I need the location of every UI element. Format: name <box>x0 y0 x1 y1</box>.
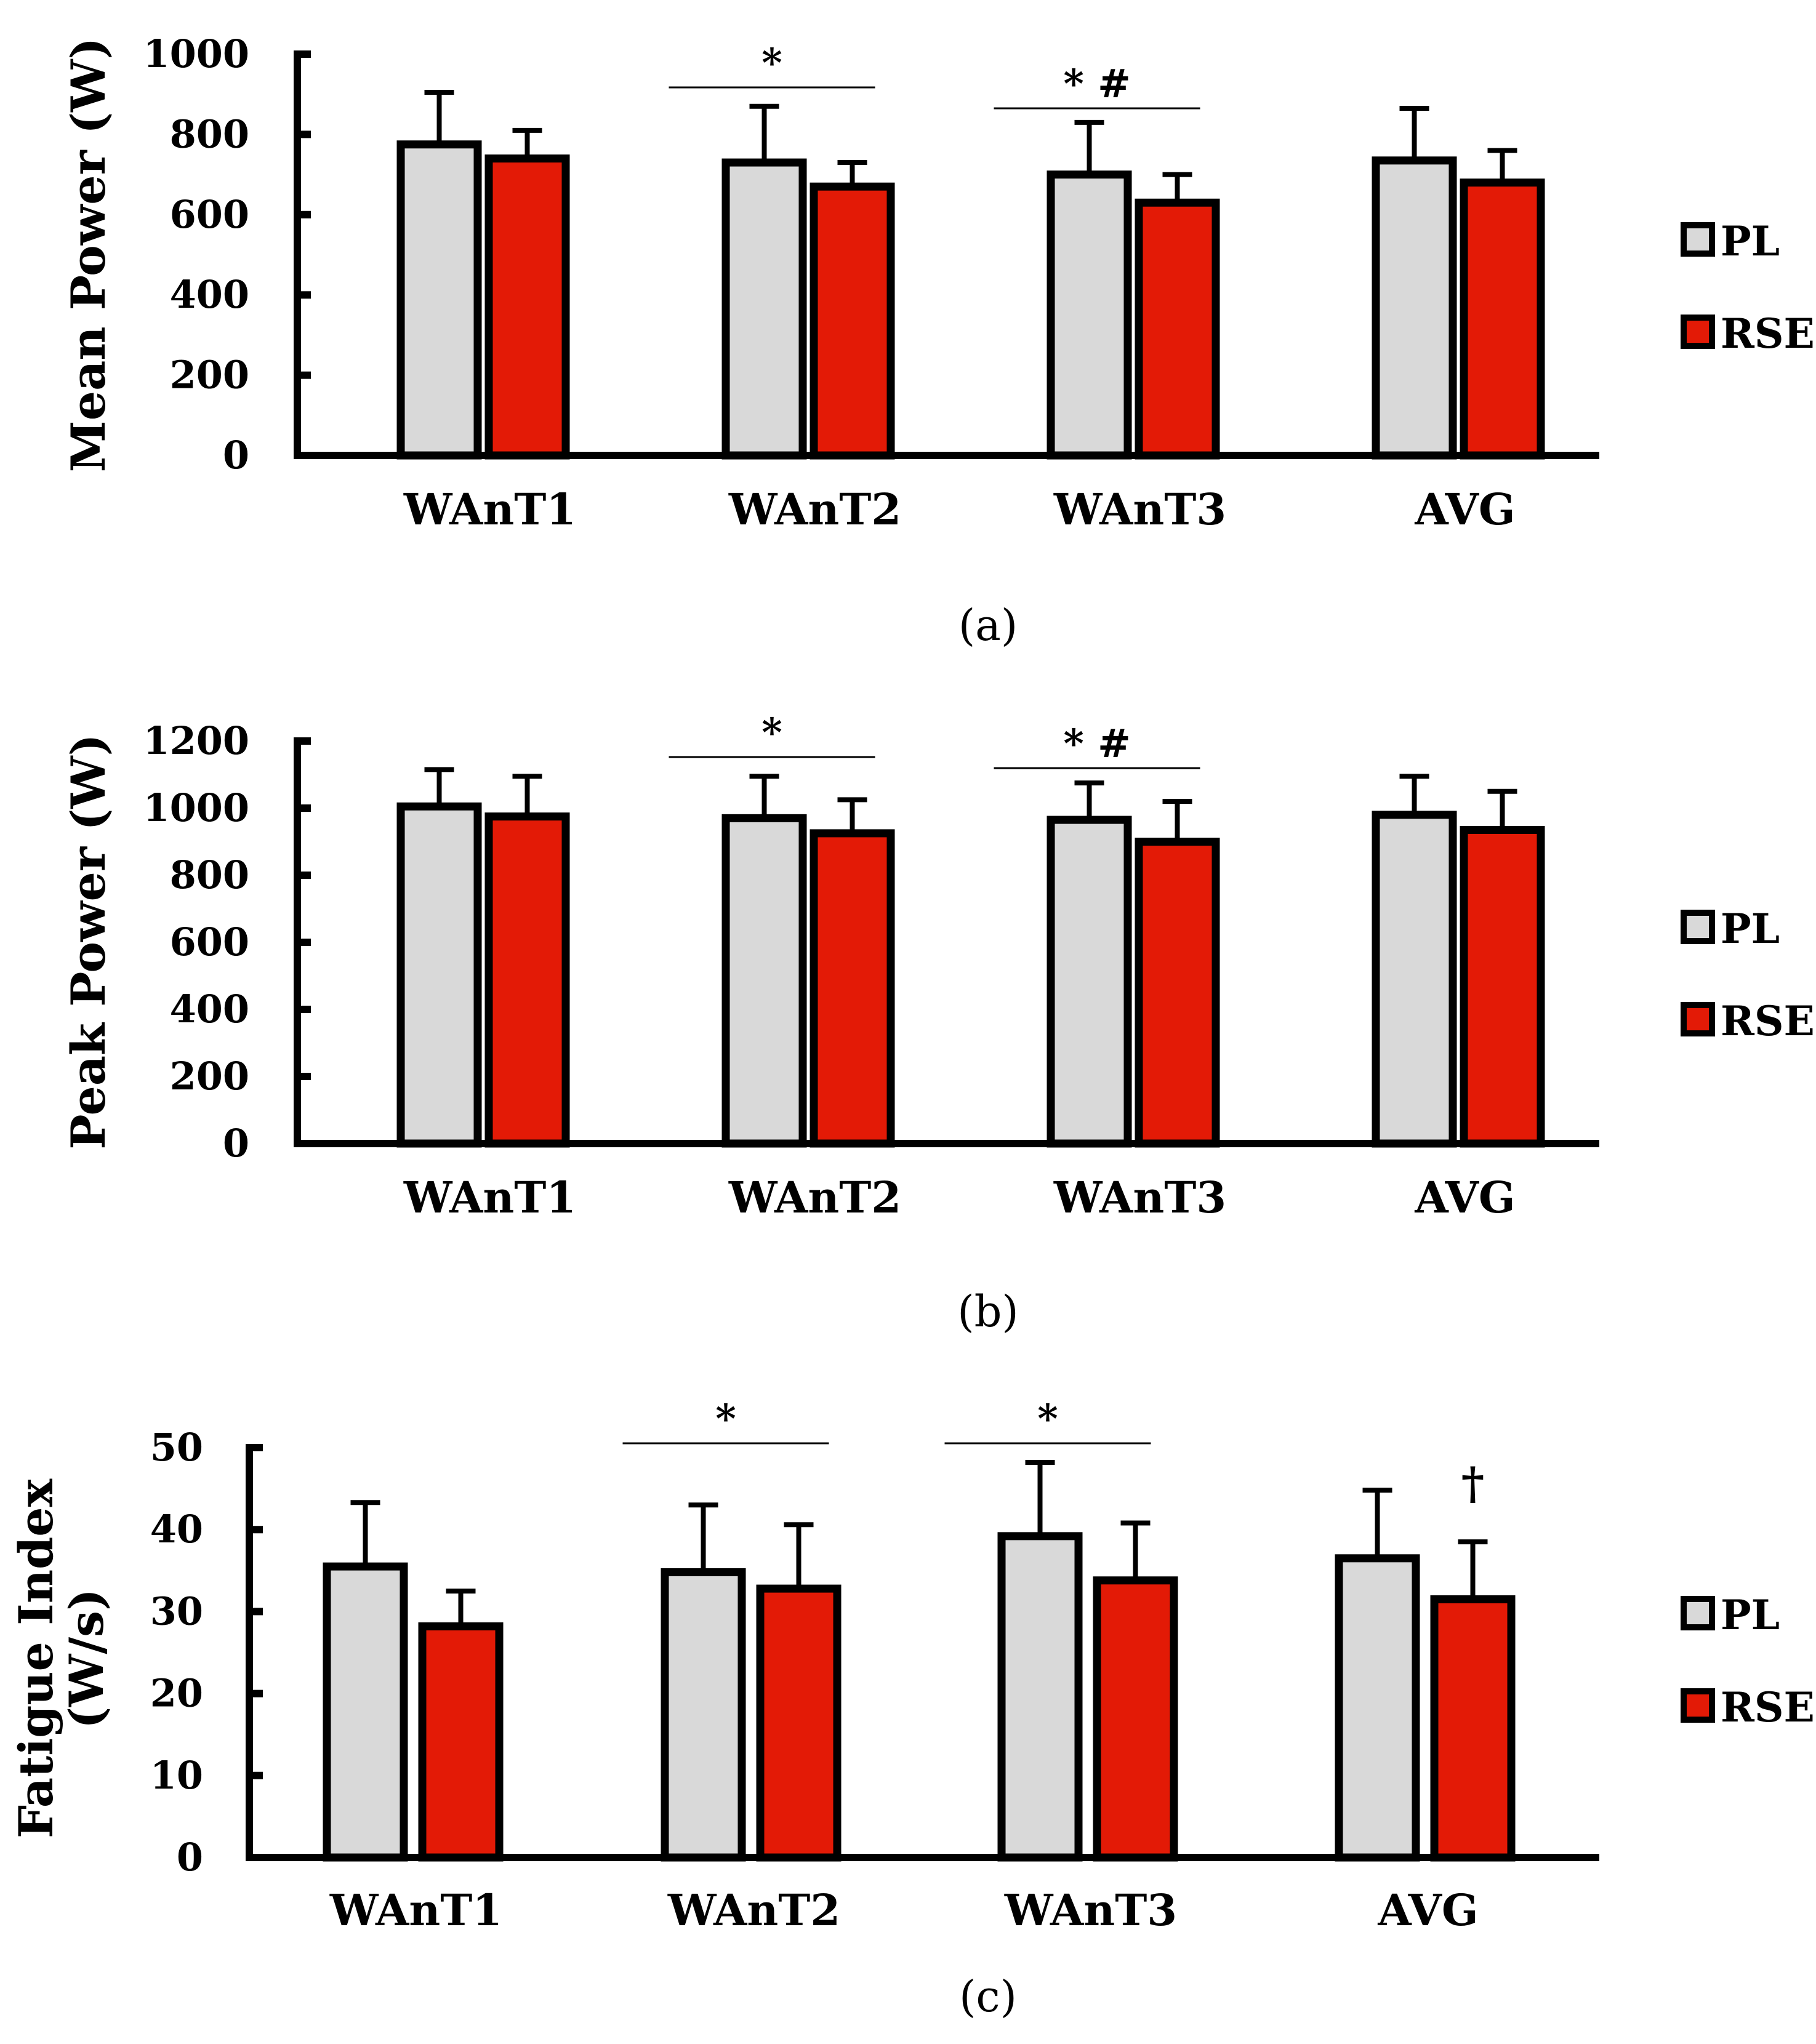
caption-letter: a <box>975 600 1001 651</box>
significance-mark: * <box>761 40 782 86</box>
y-tick-label: 800 <box>170 111 249 156</box>
y-tick-label: 30 <box>150 1589 203 1633</box>
bar-pl-want1 <box>323 1562 408 1862</box>
caption-paren: ( <box>959 1971 976 2022</box>
bar-pl-want3 <box>1047 170 1132 460</box>
bar-pl-avg <box>1372 156 1457 460</box>
category-label: AVG <box>1377 1885 1478 1936</box>
y-axis-label: Mean Power (W) <box>61 38 116 473</box>
bar-rse-want1 <box>484 812 570 1148</box>
category-label: WAnT2 <box>728 1172 901 1223</box>
category-label: AVG <box>1414 484 1515 535</box>
significance-mark: * # <box>1063 61 1130 107</box>
bar-rse-want1 <box>418 1622 504 1862</box>
y-tick-label: 200 <box>170 1054 249 1099</box>
bar-pl-want2 <box>721 158 807 460</box>
legend-swatch-pl <box>1681 910 1715 944</box>
bar-pl-want2 <box>661 1568 746 1862</box>
y-tick-label: 1000 <box>143 785 249 830</box>
bar-rse-avg <box>1430 1595 1516 1862</box>
bar-pl-want3 <box>1047 816 1132 1148</box>
bar-pl-avg <box>1372 811 1457 1148</box>
y-tick-label: 200 <box>170 353 249 398</box>
significance-mark: * <box>1037 1396 1058 1442</box>
category-label: WAnT3 <box>1053 1172 1226 1223</box>
bar-rse-want2 <box>756 1584 842 1862</box>
bar-rse-want1 <box>484 154 570 460</box>
legend-swatch-rse <box>1681 1002 1715 1036</box>
bar-pl-want3 <box>997 1532 1083 1862</box>
bar-pl-want1 <box>396 140 482 460</box>
bar-rse-avg <box>1460 825 1545 1148</box>
y-axis-label-line: Peak Power (W) <box>61 734 116 1149</box>
caption-letter: c <box>976 1971 1000 2022</box>
legend-label: RSE <box>1721 310 1815 358</box>
bar-rse-want3 <box>1135 198 1220 460</box>
legend-swatch-pl <box>1681 1596 1715 1630</box>
y-tick-label: 800 <box>170 852 249 897</box>
legend-swatch-rse <box>1681 315 1715 349</box>
category-label: AVG <box>1414 1172 1515 1223</box>
caption-paren: ) <box>1002 1286 1018 1337</box>
chart-panel-c: 0 10 20 30 40 50 WAnT1 WAnT2 WAnT3 AVG * * † Fatigue … <box>9 1396 1815 2022</box>
significance-mark: * <box>715 1396 736 1442</box>
bar-rse-want3 <box>1093 1576 1178 1862</box>
caption-paren: ) <box>1000 1971 1017 2022</box>
panel-caption: (b) <box>957 1286 1018 1337</box>
category-label: WAnT1 <box>403 484 576 535</box>
chart-panel-b: 0 200 400 600 800 1000 1200 WAnT1 WAnT2 WAnT3 AVG *… <box>61 710 1815 1337</box>
y-axis-label-line: (W/s) <box>59 1589 114 1729</box>
y-tick-label: 40 <box>150 1507 203 1552</box>
legend-label: PL <box>1721 217 1780 265</box>
y-tick-label: 1200 <box>143 718 249 763</box>
panel-caption: (c) <box>959 1971 1017 2022</box>
y-tick-label: 0 <box>177 1835 203 1880</box>
y-tick-label: 0 <box>223 1121 249 1166</box>
caption-letter: b <box>974 1286 1002 1337</box>
category-label: WAnT1 <box>403 1172 576 1223</box>
y-tick-label: 0 <box>223 433 249 478</box>
category-label: WAnT2 <box>667 1885 840 1936</box>
bar-pl-want1 <box>396 802 482 1148</box>
caption-paren: ( <box>958 600 975 651</box>
category-label: WAnT2 <box>728 484 901 535</box>
y-axis-label: Peak Power (W) <box>61 734 116 1149</box>
bar-rse-want2 <box>810 182 895 460</box>
chart-panel-a: 0 200 400 600 800 1000 WAnT1 WAnT2 WAnT3 AVG * * # M… <box>61 31 1815 651</box>
caption-paren: ) <box>1001 600 1018 651</box>
y-tick-label: 10 <box>150 1753 203 1798</box>
y-tick-label: 400 <box>170 987 249 1032</box>
category-label: WAnT3 <box>1004 1885 1177 1936</box>
legend-label: RSE <box>1721 997 1815 1045</box>
y-axis-label: Fatigue Index(W/s) <box>9 1478 114 1838</box>
dagger-mark: † <box>1461 1457 1485 1509</box>
significance-mark: * # <box>1063 721 1130 767</box>
bar-pl-want2 <box>721 814 807 1148</box>
y-tick-label: 1000 <box>143 31 249 76</box>
bar-rse-want3 <box>1135 838 1220 1148</box>
y-axis-label-line: Fatigue Index <box>9 1478 63 1838</box>
y-tick-label: 50 <box>150 1425 203 1470</box>
category-label: WAnT3 <box>1053 484 1226 535</box>
legend-label: PL <box>1721 1591 1780 1639</box>
significance-mark: * <box>761 710 782 756</box>
legend-swatch-rse <box>1681 1688 1715 1723</box>
y-tick-label: 20 <box>150 1671 203 1716</box>
bar-rse-avg <box>1460 178 1545 460</box>
legend-swatch-pl <box>1681 222 1715 257</box>
legend-label: RSE <box>1721 1683 1815 1731</box>
legend-label: PL <box>1721 905 1780 953</box>
y-axis-label-line: Mean Power (W) <box>61 38 116 473</box>
caption-paren: ( <box>957 1286 974 1337</box>
y-tick-label: 600 <box>170 920 249 964</box>
y-tick-label: 600 <box>170 192 249 237</box>
y-tick-label: 400 <box>170 272 249 317</box>
category-label: WAnT1 <box>329 1885 502 1936</box>
panel-caption: (a) <box>958 600 1018 651</box>
bar-pl-avg <box>1335 1554 1420 1862</box>
bar-rse-want2 <box>810 829 895 1148</box>
